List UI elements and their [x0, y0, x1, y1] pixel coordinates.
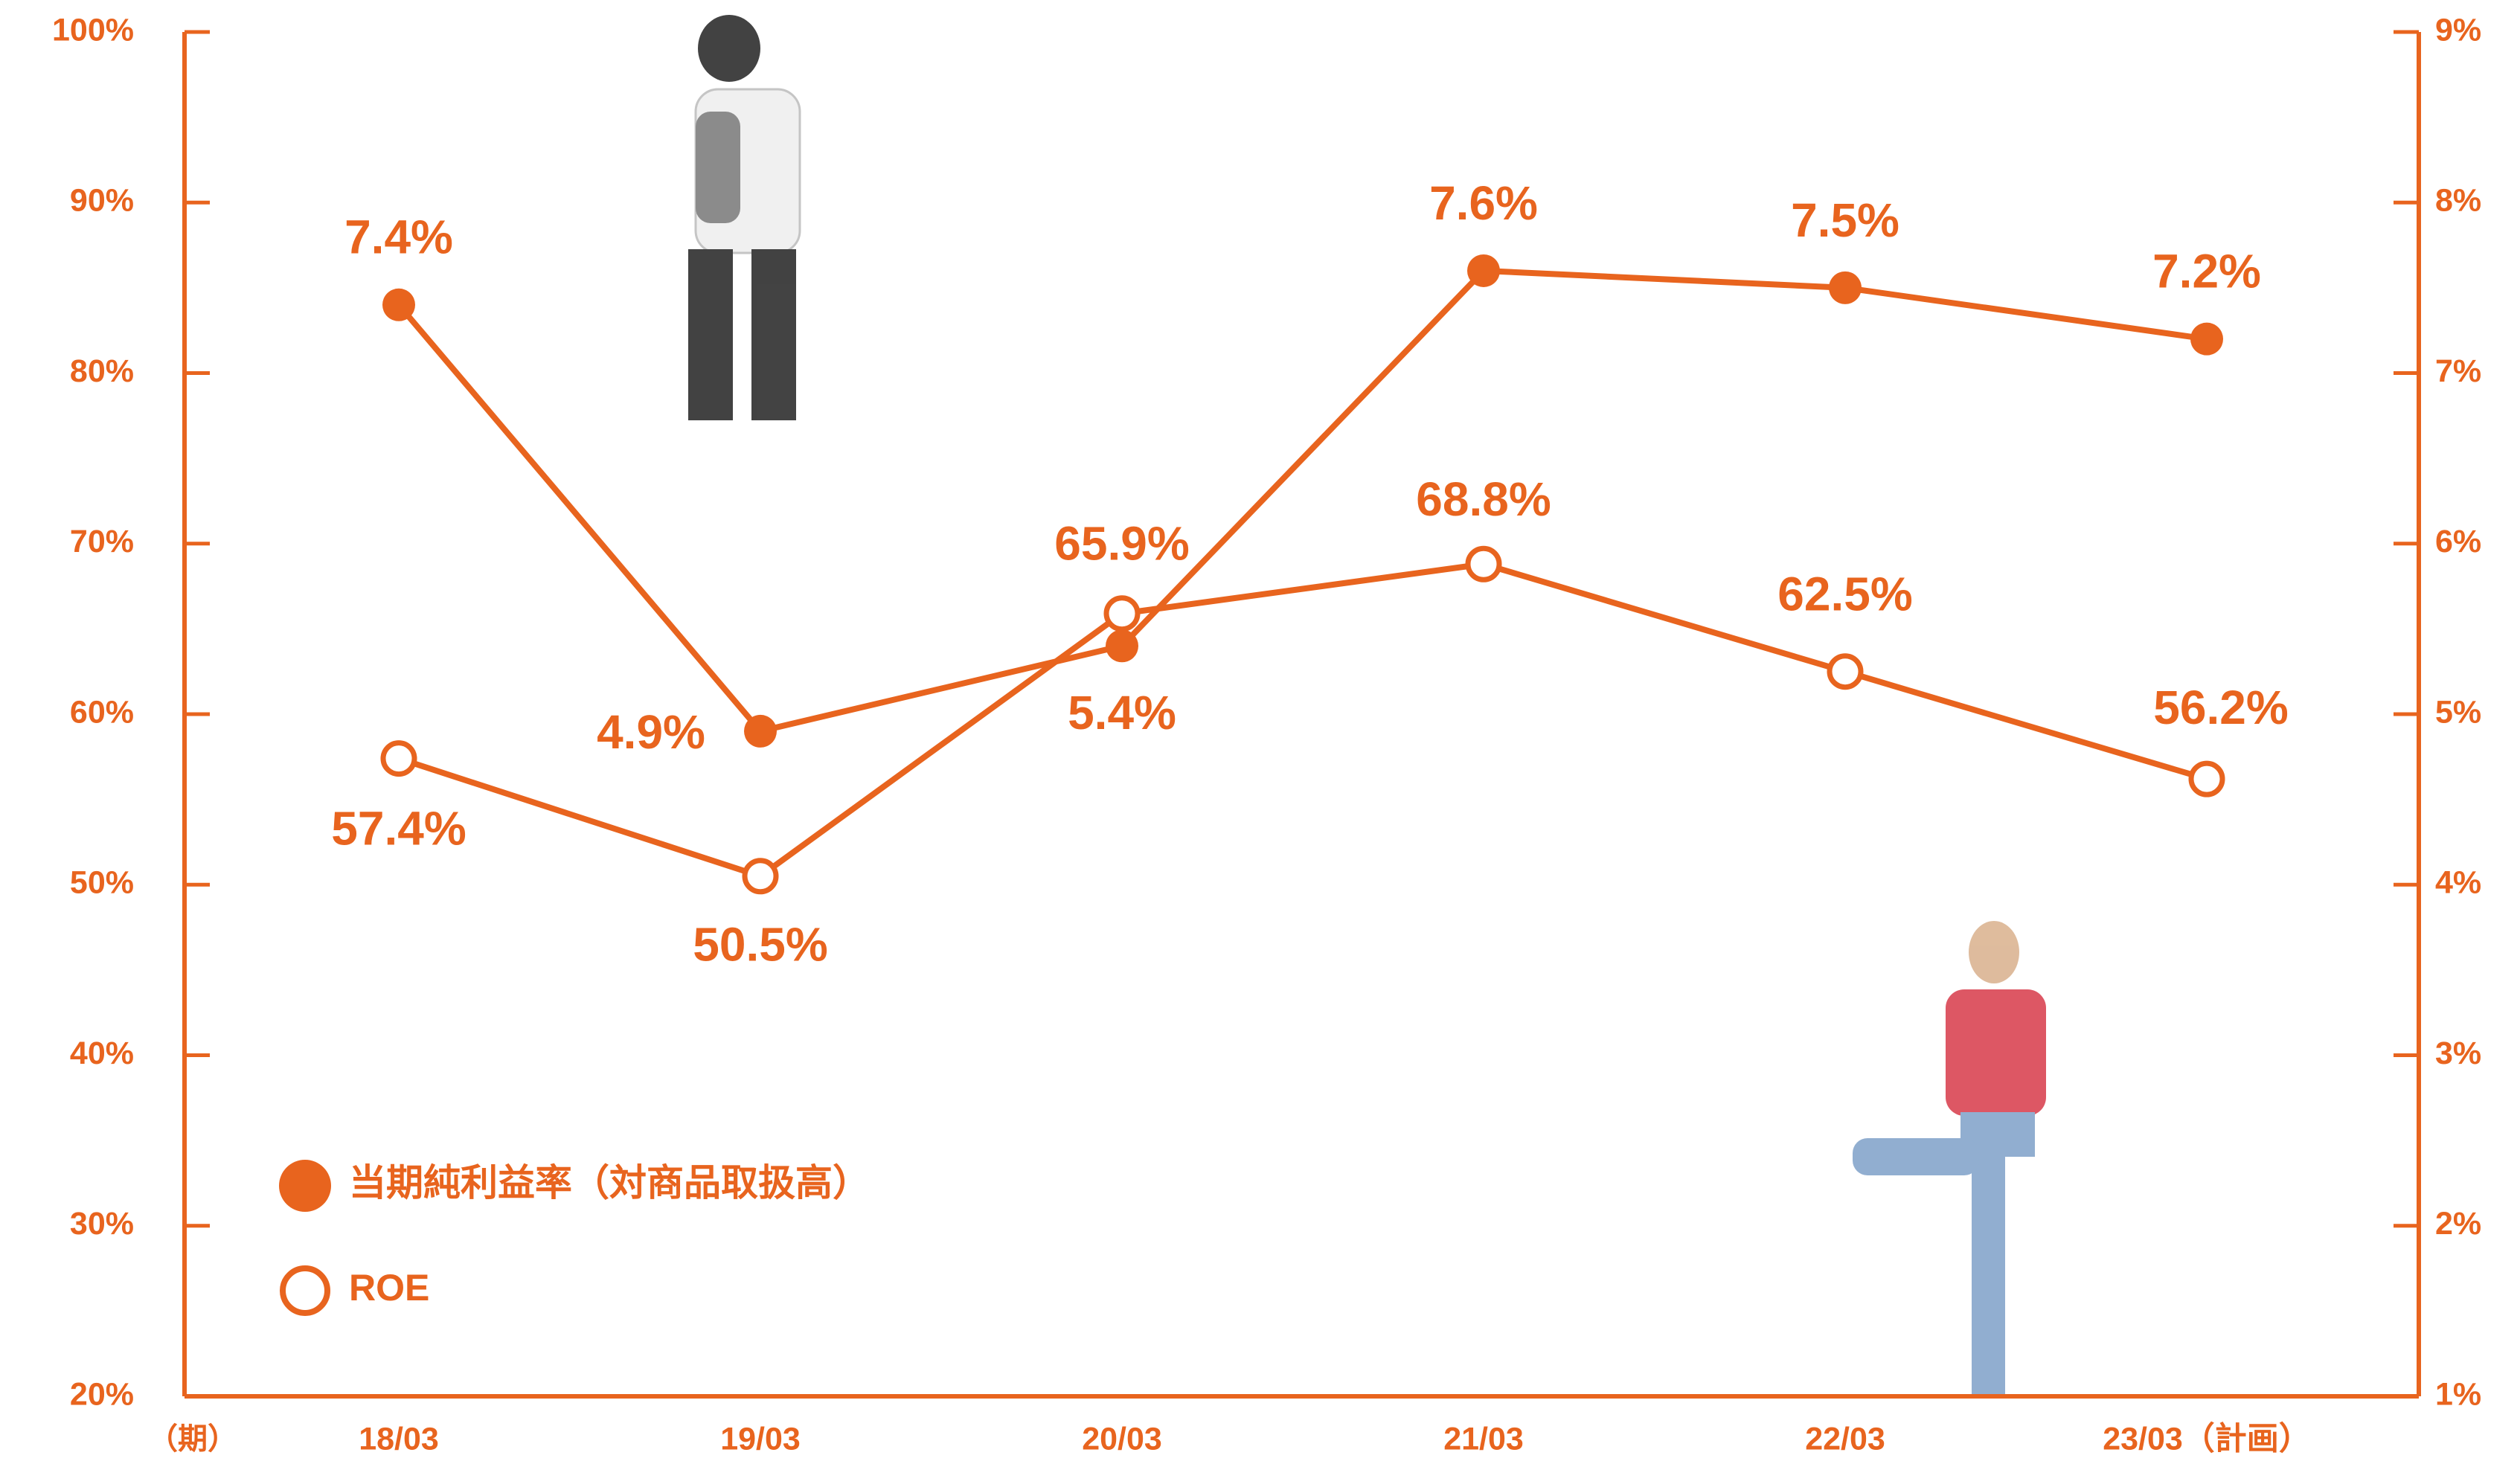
x-tick-label: 22/03 [1805, 1421, 1885, 1457]
point [1827, 653, 1864, 690]
series-line [397, 561, 2208, 880]
y-tick-label: 100% [52, 12, 134, 48]
y2-tick-label: 7% [2435, 353, 2481, 389]
photo-woman [1853, 921, 2046, 1399]
y-tick-label: 20% [70, 1376, 134, 1412]
y-tick-label: 90% [70, 183, 134, 219]
legend-label: 当期純利益率（対商品取扱高） [349, 1162, 870, 1204]
photo-man [688, 15, 801, 420]
data-label: 7.6% [1429, 176, 1538, 230]
point [742, 858, 779, 895]
legend-marker [280, 1265, 330, 1316]
point [744, 714, 777, 748]
data-label: 7.5% [1791, 193, 1899, 247]
y-tick-label: 70% [70, 524, 134, 559]
data-label: 62.5% [1777, 568, 1912, 621]
point [1103, 595, 1141, 632]
point [1106, 629, 1138, 663]
y2-tick-label: 8% [2435, 183, 2481, 219]
y-tick-label: 50% [70, 865, 134, 901]
point [2188, 760, 2225, 797]
y2-tick-label: 9% [2435, 12, 2481, 48]
y-tick-label: 60% [70, 694, 134, 730]
x-axis-label: （期） [148, 1423, 237, 1456]
point [2190, 322, 2223, 356]
point [382, 288, 415, 321]
x-tick-label: 23/03（計画） [2103, 1421, 2311, 1457]
x-tick-label: 20/03 [1082, 1421, 1162, 1457]
data-label: 57.4% [331, 802, 466, 855]
y-tick-label: 40% [70, 1036, 134, 1071]
data-label: 50.5% [693, 918, 827, 972]
data-label: 7.4% [344, 211, 453, 264]
x-tick-label: 21/03 [1443, 1421, 1524, 1457]
legend-marker [279, 1160, 331, 1212]
data-label: 7.2% [2152, 245, 2261, 298]
y2-tick-label: 3% [2435, 1036, 2481, 1071]
data-label: 65.9% [1054, 517, 1189, 571]
legend-label: ROE [349, 1267, 429, 1309]
data-label: 5.4% [1068, 686, 1176, 739]
y2-tick-label: 6% [2435, 524, 2481, 559]
point [380, 740, 417, 777]
y2-tick-label: 1% [2435, 1376, 2481, 1412]
data-label: 56.2% [2153, 681, 2288, 734]
y-tick-label: 80% [70, 353, 134, 389]
point [1829, 271, 1862, 304]
point [1467, 254, 1500, 287]
data-label: 68.8% [1416, 472, 1551, 526]
series-line [396, 267, 2208, 735]
x-tick-label: 18/03 [359, 1421, 439, 1457]
point [1465, 545, 1502, 582]
y-tick-label: 30% [70, 1206, 134, 1242]
y2-tick-label: 2% [2435, 1206, 2481, 1242]
y2-tick-label: 4% [2435, 865, 2481, 901]
y2-tick-label: 5% [2435, 694, 2481, 730]
x-tick-label: 19/03 [720, 1421, 801, 1457]
data-label: 4.9% [597, 705, 705, 759]
